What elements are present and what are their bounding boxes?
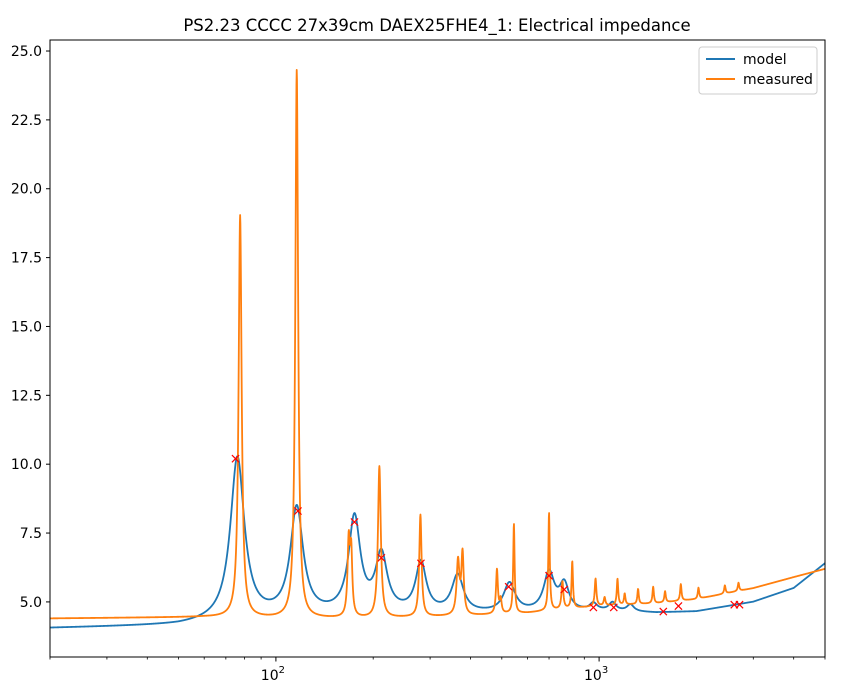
legend-label-measured: measured [743, 72, 813, 88]
y-tick-label-2: 10.0 [11, 457, 42, 473]
series-line-model [50, 455, 825, 629]
x-tick-label-0: 102 [261, 665, 285, 684]
peak-marker-9 [609, 603, 618, 612]
legend: model measured [698, 46, 818, 95]
peak-marker-13 [735, 600, 744, 609]
x-axis: 102 103 [49, 657, 826, 684]
peak-marker-1 [293, 506, 302, 516]
y-tick-label-5: 17.5 [11, 251, 42, 267]
x-tick-label-1: 103 [584, 665, 608, 684]
y-tick-label-6: 20.0 [11, 182, 42, 198]
y-tick-label-0: 5.0 [20, 595, 42, 611]
peak-marker-10 [659, 607, 668, 616]
peak-marker-5 [504, 582, 513, 591]
peak-marker-11 [674, 602, 683, 611]
peak-marker-3 [377, 553, 386, 562]
peak-marker-2 [350, 518, 359, 527]
peak-marker-6 [545, 571, 554, 580]
y-tick-label-4: 15.0 [11, 319, 42, 335]
y-tick-label-8: 25.0 [11, 44, 42, 60]
peak-marker-0 [231, 454, 240, 463]
peak-marker-8 [589, 603, 598, 612]
y-tick-label-3: 12.5 [11, 388, 42, 404]
plot-content [50, 68, 825, 629]
y-tick-label-7: 22.5 [11, 113, 42, 129]
series-line-measured [50, 68, 825, 620]
chart-title: PS2.23 CCCC 27x39cm DAEX25FHE4_1: Electr… [183, 16, 690, 36]
legend-label-model: model [743, 52, 787, 68]
plot-frame [49, 39, 826, 658]
peak-marker-7 [560, 585, 569, 594]
peak-markers [231, 454, 744, 616]
peak-marker-4 [416, 559, 425, 568]
y-tick-label-1: 7.5 [20, 526, 42, 542]
y-axis: 5.0 7.5 10.0 12.5 15.0 17.5 20.0 22.5 25.0 [11, 44, 50, 611]
